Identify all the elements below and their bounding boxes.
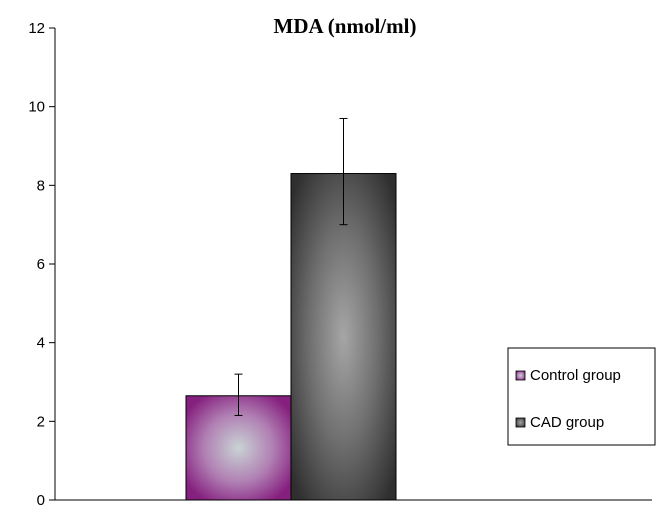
legend-label-cad: CAD group bbox=[530, 414, 604, 431]
y-tick-label: 6 bbox=[37, 256, 45, 273]
y-tick-label: 10 bbox=[28, 99, 45, 116]
y-tick-label: 0 bbox=[37, 492, 45, 506]
bars bbox=[185, 117, 397, 501]
legend: Control group CAD group bbox=[507, 347, 656, 446]
bar-1 bbox=[290, 173, 397, 501]
legend-label-control: Control group bbox=[530, 367, 621, 384]
legend-box bbox=[507, 347, 656, 446]
chart-title: MDA (nmol/ml) bbox=[274, 14, 417, 38]
legend-swatch-control bbox=[515, 370, 526, 381]
y-tick-label: 12 bbox=[28, 20, 45, 37]
y-axis: 0 2 4 6 8 10 12 bbox=[28, 20, 652, 506]
legend-swatch-cad bbox=[515, 417, 526, 428]
y-tick-label: 8 bbox=[37, 177, 45, 194]
y-tick-label: 4 bbox=[37, 335, 45, 352]
y-tick-label: 2 bbox=[37, 413, 45, 430]
